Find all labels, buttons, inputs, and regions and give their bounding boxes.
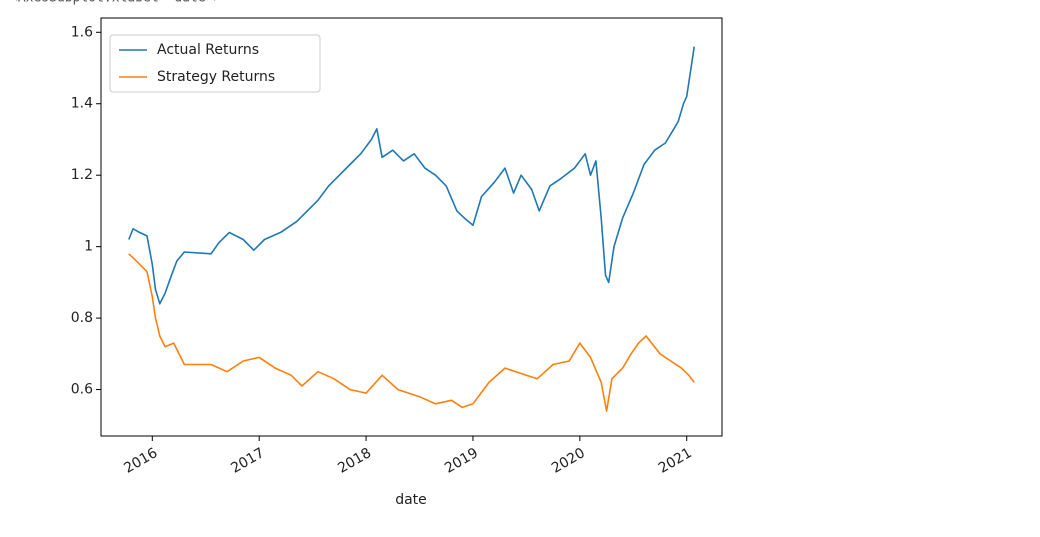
line-series — [128, 46, 695, 305]
legend-label: Actual Returns — [157, 42, 259, 58]
x-tick-label: 2017 — [228, 445, 267, 477]
y-tick-label: 1 — [84, 239, 93, 255]
x-tick-label: 2021 — [656, 445, 695, 477]
notebook-output: <AxesSubplot:xlabel='date'> — [10, 0, 221, 6]
y-tick-label: 0.6 — [71, 382, 93, 398]
line-series — [128, 253, 695, 412]
x-tick-label: 2020 — [549, 445, 588, 477]
x-axis-label: date — [395, 492, 427, 508]
y-tick-label: 1.4 — [71, 96, 93, 112]
y-tick-label: 1.2 — [71, 167, 93, 183]
legend-box — [109, 34, 321, 93]
y-tick-label: 1.6 — [71, 24, 93, 40]
x-tick-label: 2018 — [335, 445, 374, 477]
x-tick-label: 2019 — [442, 445, 481, 477]
plot-frame — [100, 17, 723, 437]
x-tick-label: 2016 — [121, 445, 160, 477]
y-tick-label: 0.8 — [71, 310, 93, 326]
legend-label: Strategy Returns — [157, 69, 275, 85]
